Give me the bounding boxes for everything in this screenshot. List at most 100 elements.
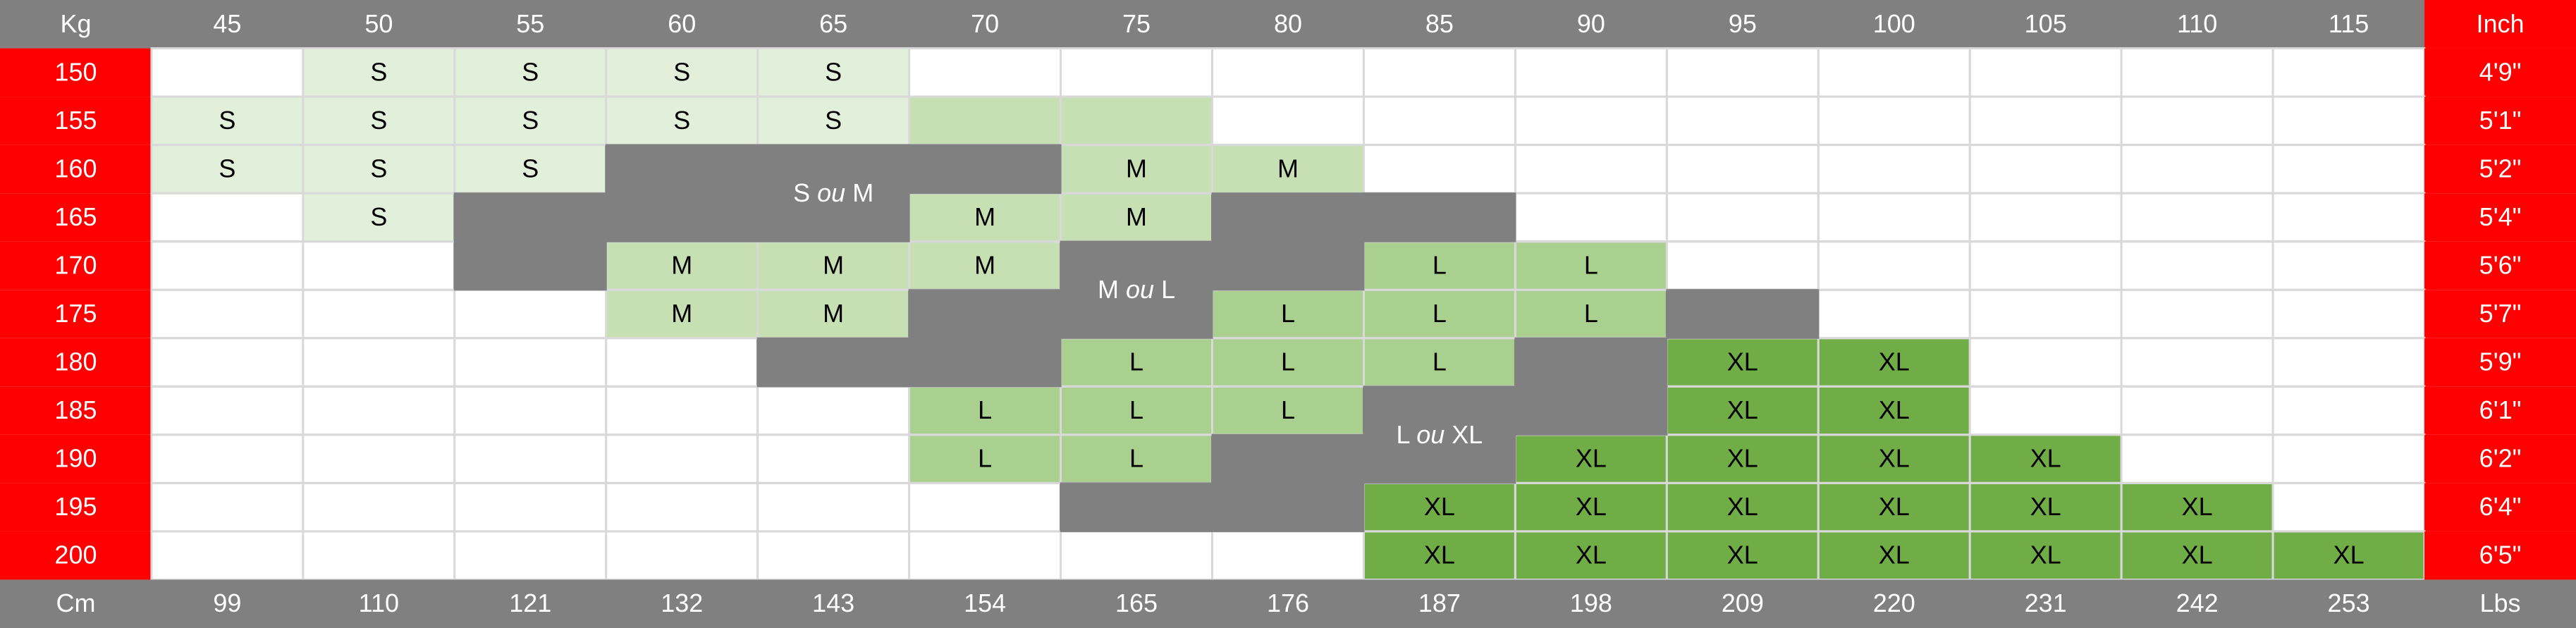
inch-cell <box>2424 241 2576 290</box>
size-cell <box>908 192 1062 243</box>
inch-cell <box>2424 434 2576 484</box>
size-cell <box>1665 192 1820 243</box>
cell-text: 50 <box>364 9 393 38</box>
cell-text: Kg <box>60 9 91 38</box>
cell-text: S <box>522 57 539 86</box>
cell-text: XL <box>1576 541 1607 569</box>
size-cell <box>150 240 305 291</box>
gray-zone <box>756 337 910 388</box>
size-cell <box>1968 385 2123 436</box>
size-cell <box>2271 530 2426 581</box>
cell-text: L <box>1433 347 1447 376</box>
inch-cell <box>2424 338 2576 387</box>
inch-cell <box>2424 144 2576 194</box>
size-cell <box>2271 240 2426 291</box>
cell-text: 5'6" <box>2479 250 2522 279</box>
inch-cell <box>2424 531 2576 580</box>
size-cell <box>453 530 608 581</box>
cm-cell <box>0 290 152 338</box>
cell-text: M <box>1277 154 1299 183</box>
cell-text: S <box>370 154 387 183</box>
size-cell <box>605 481 759 533</box>
size-cell <box>756 240 911 291</box>
cell-text: Inch <box>2477 9 2525 38</box>
size-cell <box>1665 240 1820 291</box>
cm-cell <box>0 144 152 194</box>
size-cell <box>605 95 759 147</box>
gray-zone <box>1060 289 1213 339</box>
cell-text: 6'4" <box>2479 492 2522 521</box>
size-cell <box>1211 144 1365 195</box>
cell-text: S <box>522 106 539 135</box>
size-cell <box>1060 385 1214 436</box>
cell-text: 5'2" <box>2479 154 2522 183</box>
size-cell <box>453 481 608 533</box>
cell-text: XL <box>1727 541 1758 569</box>
gray-zone <box>453 240 607 291</box>
cm-cell <box>0 483 152 531</box>
size-cell <box>150 337 305 388</box>
size-cell <box>1514 95 1668 147</box>
size-cell <box>302 337 456 388</box>
cell-text: 5'1" <box>2479 106 2522 135</box>
size-cell <box>1211 530 1365 581</box>
cell-text: 160 <box>54 154 97 183</box>
cell-text: 176 <box>1267 589 1309 617</box>
cell-text: 4'9" <box>2479 57 2522 86</box>
cell-text: 132 <box>661 589 703 617</box>
gray-zone <box>1363 433 1516 484</box>
merged-label-part: M <box>1098 275 1119 304</box>
cell-text: 90 <box>1577 9 1605 38</box>
cell-text: 110 <box>2177 9 2217 38</box>
size-cell <box>1968 95 2123 147</box>
cell-text: 185 <box>54 395 97 424</box>
cell-text: Cm <box>56 589 95 617</box>
gray-zone <box>756 144 910 195</box>
cell-text: S <box>673 106 690 135</box>
cell-text: XL <box>2030 541 2061 569</box>
header-bg <box>0 0 2425 49</box>
gray-zone <box>1060 482 1213 532</box>
size-cell <box>1817 530 1971 581</box>
cell-text: 5'9" <box>2479 347 2522 376</box>
gray-zone <box>1363 386 1516 436</box>
size-cell <box>908 481 1062 533</box>
size-cell <box>1817 240 1971 291</box>
size-cell <box>2271 192 2426 243</box>
size-cell <box>453 288 608 340</box>
size-cell <box>2120 337 2274 388</box>
gray-zone <box>1514 386 1668 436</box>
cell-text: S <box>370 57 387 86</box>
size-cell <box>1211 95 1365 147</box>
cell-text: 150 <box>54 57 97 86</box>
cell-text: 165 <box>1115 589 1158 617</box>
cell-text: 154 <box>964 589 1006 617</box>
size-cell <box>453 433 608 484</box>
size-cell <box>1060 47 1214 98</box>
cell-text: L <box>1129 347 1143 376</box>
cell-text: L <box>1281 395 1295 424</box>
size-cell <box>1211 337 1365 388</box>
size-cell <box>1817 144 1971 195</box>
gray-zone <box>1211 482 1365 532</box>
size-cell <box>2271 95 2426 147</box>
cell-text: L <box>1281 347 1295 376</box>
cell-text: XL <box>1879 347 1910 376</box>
cell-text: XL <box>2030 444 2061 473</box>
size-cell <box>1968 192 2123 243</box>
cell-text: 85 <box>1425 9 1454 38</box>
gray-zone <box>1363 192 1516 242</box>
size-cell <box>1968 433 2123 484</box>
gray-zone <box>1514 337 1668 388</box>
cell-text: L <box>1584 299 1598 328</box>
cell-text: 5'7" <box>2479 299 2522 328</box>
gray-zone <box>756 192 910 242</box>
size-cell <box>1968 337 2123 388</box>
cell-text: 253 <box>2328 589 2370 617</box>
cell-text: 220 <box>1873 589 1915 617</box>
size-cell <box>908 47 1062 98</box>
gray-zone <box>1211 192 1365 242</box>
cell-text: 99 <box>213 589 241 617</box>
cell-text: L <box>978 395 992 424</box>
cell-text: 121 <box>509 589 551 617</box>
